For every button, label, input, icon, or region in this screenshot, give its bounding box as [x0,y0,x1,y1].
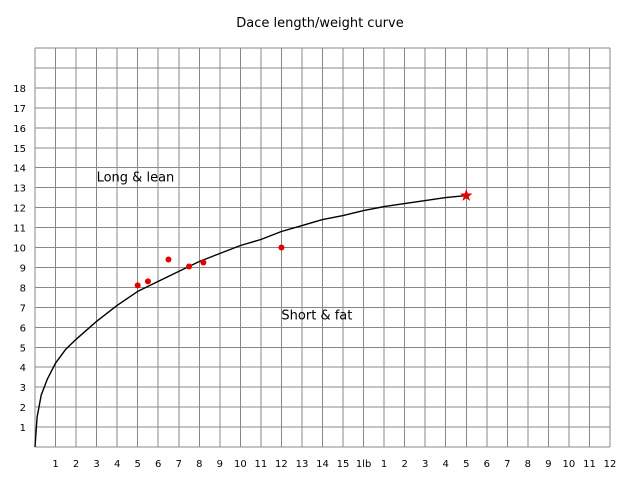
y-tick-label: 2 [20,403,26,414]
y-tick-label: 11 [13,224,26,235]
y-tick-label: 14 [13,164,26,175]
x-tick-label: 7 [504,459,510,470]
y-tick-label: 16 [13,124,26,135]
data-point [165,256,172,263]
x-tick-label: 8 [525,459,531,470]
x-tick-label: 13 [296,459,309,470]
x-tick-label: 1lb [356,459,372,470]
y-tick-label: 15 [13,144,26,155]
x-tick-label: 11 [255,459,268,470]
x-tick-label: 3 [422,459,428,470]
x-tick-label: 5 [134,459,140,470]
x-tick-label: 10 [234,459,247,470]
x-tick-label: 2 [73,459,79,470]
y-tick-label: 1 [20,423,26,434]
x-tick-label: 12 [604,459,617,470]
x-tick-label: 5 [463,459,469,470]
fit-curve [34,194,467,448]
data-point [186,263,193,270]
x-tick-label: 9 [545,459,551,470]
x-tick-label: 6 [155,459,161,470]
x-tick-label: 15 [337,459,350,470]
y-tick-label: 3 [20,383,26,394]
x-tick-label: 6 [484,459,490,470]
x-tick-label: 8 [196,459,202,470]
y-tick-label: 7 [20,303,26,314]
y-tick-label: 9 [20,263,26,274]
y-tick-label: 6 [20,323,26,334]
x-tick-label: 11 [583,459,596,470]
x-tick-label: 7 [176,459,182,470]
data-point [278,244,285,251]
x-tick-label: 4 [443,459,449,470]
data-point [144,278,151,285]
highlight-star-marker [460,189,473,201]
y-tick-label: 12 [13,204,26,215]
x-tick-label: 3 [93,459,99,470]
x-tick-label: 9 [217,459,223,470]
x-tick-label: 10 [563,459,576,470]
x-tick-label: 1 [52,459,58,470]
x-tick-label: 4 [114,459,120,470]
y-tick-label: 5 [20,343,26,354]
annotation-label: Short & fat [281,308,352,323]
data-point [200,259,207,266]
y-tick-label: 8 [20,283,26,294]
y-tick-label: 10 [13,244,26,255]
y-tick-label: 4 [20,363,26,374]
data-point [134,282,141,289]
grid-lines [34,47,611,448]
y-tick-label: 17 [13,104,26,115]
y-tick-label: 13 [13,184,26,195]
chart-title: Dace length/weight curve [236,16,404,31]
x-tick-label: 1 [381,459,387,470]
x-tick-label: 12 [275,459,288,470]
x-tick-label: 2 [401,459,407,470]
x-tick-label: 14 [316,459,329,470]
y-tick-label: 18 [13,84,26,95]
annotation-label: Long & lean [97,171,175,186]
